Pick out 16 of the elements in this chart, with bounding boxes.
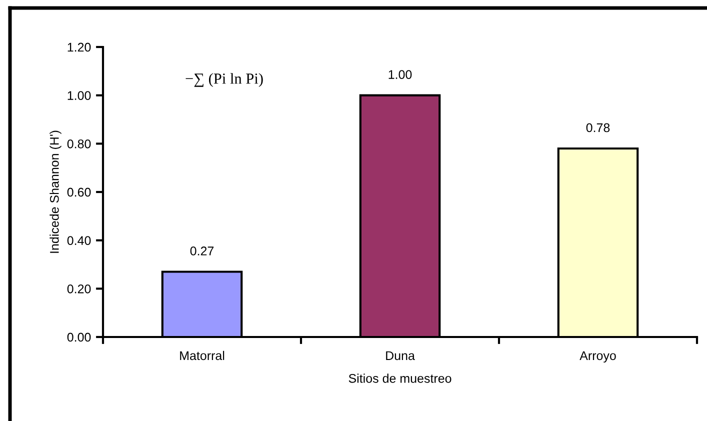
y-tick-label: 0.40: [67, 236, 91, 245]
x-tick-label: Duna: [386, 351, 415, 360]
annotation: −∑ (Pi ln Pi): [186, 73, 263, 87]
x-axis-title: Sitios de muestreo: [348, 374, 452, 383]
data-label: 0.78: [586, 123, 610, 132]
y-tick-label: 0.60: [67, 188, 91, 197]
y-tick-label: 0.20: [67, 284, 91, 294]
data-label: 0.27: [190, 246, 214, 256]
x-tick-label: Matorral: [180, 350, 224, 360]
x-tick-label: Arroyo: [580, 351, 616, 363]
y-tick-label: 1.20: [68, 42, 91, 52]
y-tick-label: 0.80: [67, 139, 91, 148]
y-tick-label: 0.00: [67, 332, 91, 342]
data-label: 1.00: [388, 70, 412, 79]
y-axis-title: Indicede Shannon (H'): [50, 130, 62, 253]
y-tick-label: 1.00: [68, 91, 91, 100]
